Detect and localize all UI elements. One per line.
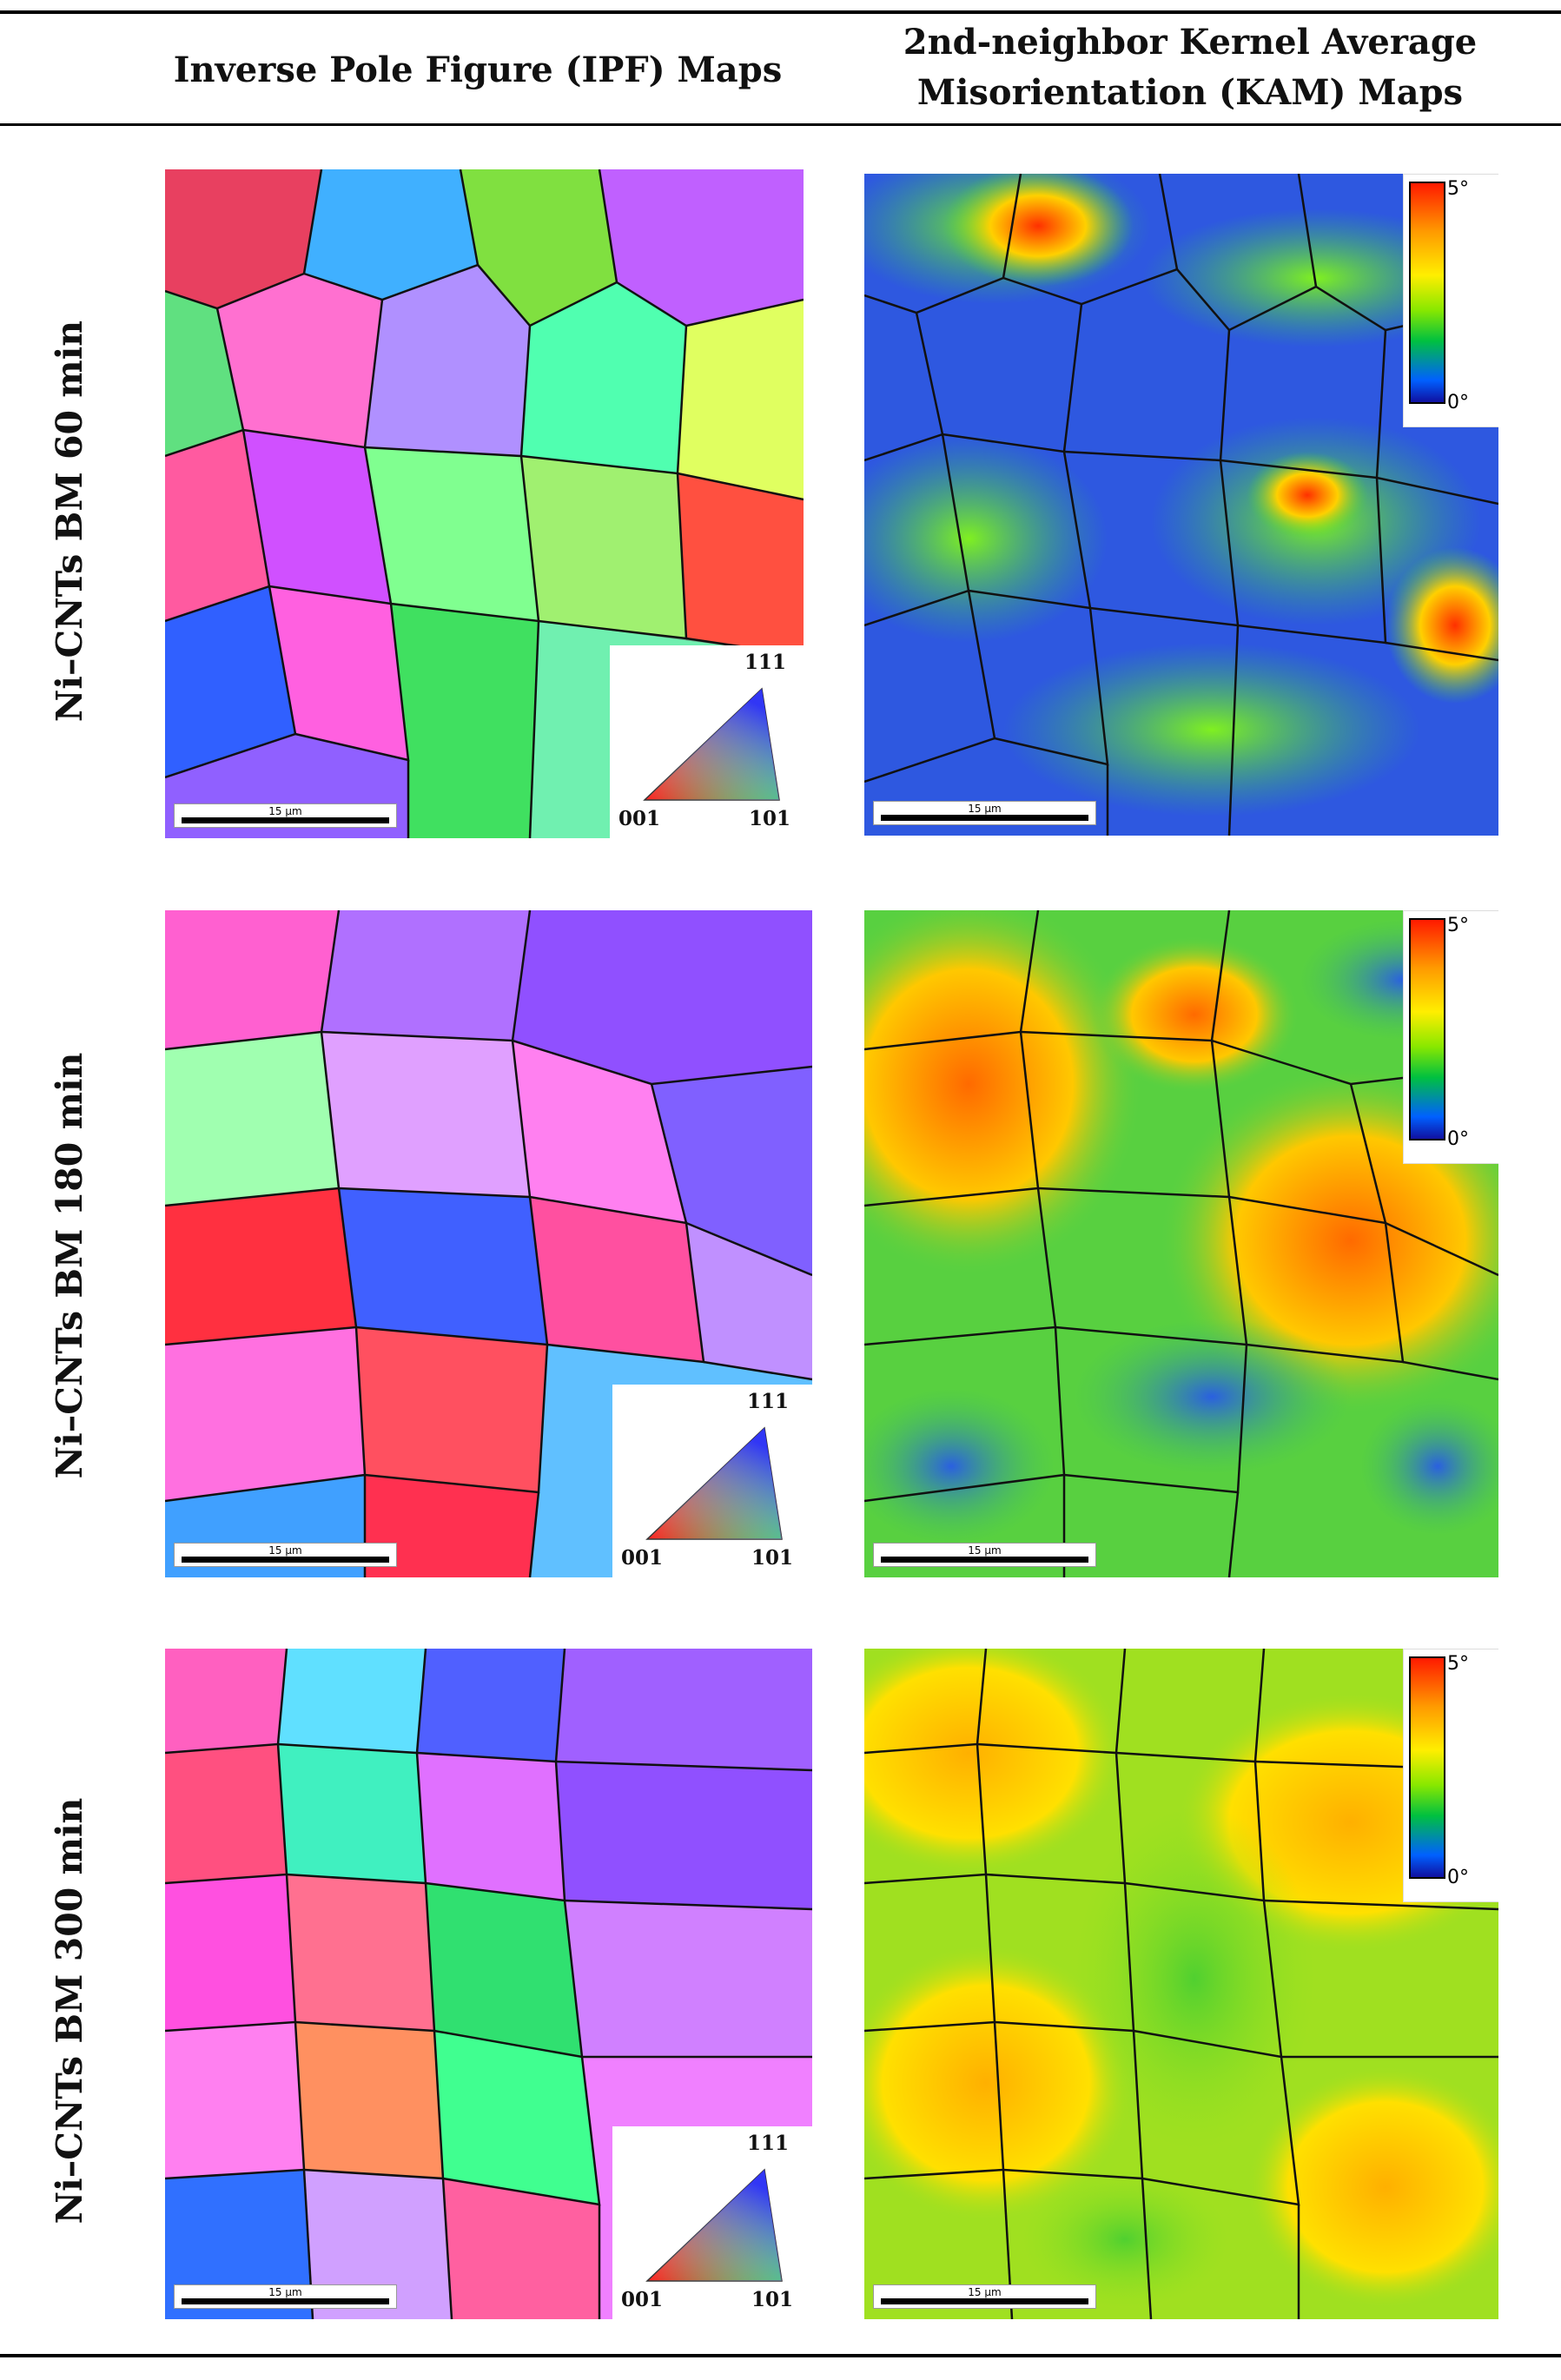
scale-bar: 15 μm <box>873 801 1096 825</box>
scale-bar-label: 15 μm <box>968 803 1002 815</box>
kam-colorbar-gradient <box>1409 918 1445 1140</box>
ipf-key-101: 101 <box>749 807 791 830</box>
kam-colorbar-min: 0° <box>1447 1867 1469 1888</box>
kam-field-180 <box>864 910 1498 1577</box>
ipf-column-title: Inverse Pole Figure (IPF) Maps <box>173 50 783 90</box>
ipf-key-001: 001 <box>618 807 661 830</box>
kam-colorbar-min: 0° <box>1447 1128 1469 1150</box>
kam-colorbar: 5° 0° <box>1403 174 1498 427</box>
ipf-key-triangle <box>643 687 780 801</box>
ipf-column-header: Inverse Pole Figure (IPF) Maps <box>165 45 790 96</box>
row-label-180: Ni–CNTs BM 180 min <box>49 1052 90 1479</box>
kam-map-180: 15 μm 5° 0° <box>864 910 1498 1577</box>
ipf-key-001: 001 <box>621 2288 664 2311</box>
bottom-rule <box>0 2354 1561 2357</box>
ipf-key-101: 101 <box>751 2288 794 2311</box>
scale-bar: 15 μm <box>873 2284 1096 2309</box>
ipf-color-key: 111 001 101 <box>612 2126 812 2319</box>
scale-bar-line <box>881 815 1088 821</box>
kam-column-header: 2nd-neighbor Kernel Average Misorientati… <box>860 17 1520 118</box>
scale-bar-label: 15 μm <box>268 805 302 817</box>
ipf-color-key: 111 001 101 <box>610 645 804 838</box>
scale-bar-label: 15 μm <box>268 2286 302 2298</box>
scale-bar: 15 μm <box>873 1543 1096 1567</box>
ipf-map-60: 15 μm 111 001 101 <box>165 169 804 838</box>
kam-colorbar-min: 0° <box>1447 392 1469 413</box>
scale-bar-line <box>881 2298 1088 2304</box>
ipf-grains-300 <box>165 1649 812 2319</box>
kam-colorbar: 5° 0° <box>1403 910 1498 1164</box>
kam-colorbar-max: 5° <box>1447 178 1469 200</box>
scale-bar-line <box>182 817 389 823</box>
kam-column-title-line2: Misorientation (KAM) Maps <box>916 72 1464 113</box>
kam-colorbar-gradient <box>1409 182 1445 404</box>
scale-bar-label: 15 μm <box>968 2286 1002 2298</box>
kam-map-60: 15 μm 5° 0° <box>864 174 1498 836</box>
ipf-key-001: 001 <box>621 1546 664 1570</box>
kam-colorbar-max: 5° <box>1447 915 1469 936</box>
ipf-key-111: 111 <box>744 651 787 674</box>
scale-bar: 15 μm <box>174 1543 397 1567</box>
kam-colorbar-max: 5° <box>1447 1653 1469 1675</box>
ipf-key-101: 101 <box>751 1546 794 1570</box>
ipf-map-180: 15 μm 111 001 101 <box>165 910 812 1577</box>
kam-field-300 <box>864 1649 1498 2319</box>
scale-bar-label: 15 μm <box>968 1544 1002 1557</box>
ipf-key-triangle <box>645 1426 783 1540</box>
kam-map-300: 15 μm 5° 0° <box>864 1649 1498 2319</box>
scale-bar-label: 15 μm <box>268 1544 302 1557</box>
row-label-60: Ni–CNTs BM 60 min <box>49 320 90 723</box>
kam-colorbar-gradient <box>1409 1656 1445 1879</box>
kam-column-title-line1: 2nd-neighbor Kernel Average <box>903 22 1478 63</box>
row-label-300: Ni–CNTs BM 300 min <box>49 1797 90 2225</box>
scale-bar: 15 μm <box>174 2284 397 2309</box>
ipf-key-111: 111 <box>747 1390 790 1413</box>
scale-bar-line <box>182 2298 389 2304</box>
scale-bar-line <box>182 1557 389 1563</box>
ipf-color-key: 111 001 101 <box>612 1385 812 1577</box>
top-rule <box>0 10 1561 14</box>
ipf-key-triangle <box>645 2168 783 2282</box>
header-rule <box>0 123 1561 126</box>
scale-bar-line <box>881 1557 1088 1563</box>
kam-colorbar: 5° 0° <box>1403 1649 1498 1902</box>
ipf-key-111: 111 <box>747 2132 790 2155</box>
kam-field-60 <box>864 174 1498 836</box>
scale-bar: 15 μm <box>174 803 397 828</box>
ipf-map-300: 15 μm 111 001 101 <box>165 1649 812 2319</box>
